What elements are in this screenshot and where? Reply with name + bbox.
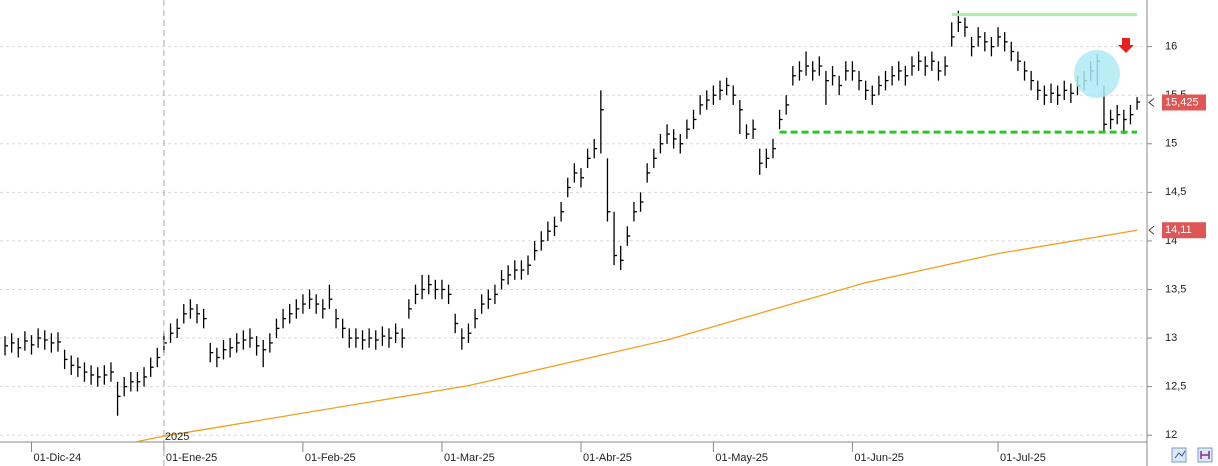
y-tick-label: 12: [1165, 429, 1177, 441]
price-label: 14,11: [1165, 224, 1192, 236]
y-tick-label: 12,5: [1165, 381, 1186, 393]
x-tick-label: 01-May-25: [715, 452, 768, 464]
price-pointer: [1148, 225, 1155, 235]
y-tick-label: 13,5: [1165, 283, 1186, 295]
price-label-box: [1162, 222, 1206, 239]
x-tick-label: 01-Abr-25: [583, 452, 632, 464]
x-tick-label: 01-Jul-25: [1000, 452, 1046, 464]
x-tick-label: 01-Jun-25: [854, 452, 904, 464]
zoom-button[interactable]: [1171, 447, 1187, 463]
plot-area: [0, 10, 1147, 442]
price-label-box: [1162, 94, 1206, 111]
highlight-circle: [1074, 50, 1120, 98]
x-tick-label: 01-Feb-25: [305, 452, 356, 464]
zoom-icon: [1174, 450, 1186, 459]
y-tick-label: 15: [1165, 138, 1177, 150]
y-tick-label: 14,5: [1165, 186, 1186, 198]
y-tick-label: 13: [1165, 332, 1177, 344]
year-label: 2025: [165, 431, 189, 443]
down-arrow: [1118, 38, 1134, 53]
moving-average-line: [131, 229, 1138, 442]
x-tick-label: 01-Ene-25: [166, 452, 217, 464]
save-icon: [1200, 451, 1210, 459]
x-tick-label: 01-Dic-24: [34, 452, 82, 464]
x-tick-label: 01-Mar-25: [444, 452, 495, 464]
y-tick-label: 16: [1165, 41, 1177, 53]
price-pointer: [1148, 98, 1155, 107]
price-label: 15,425: [1165, 96, 1199, 108]
